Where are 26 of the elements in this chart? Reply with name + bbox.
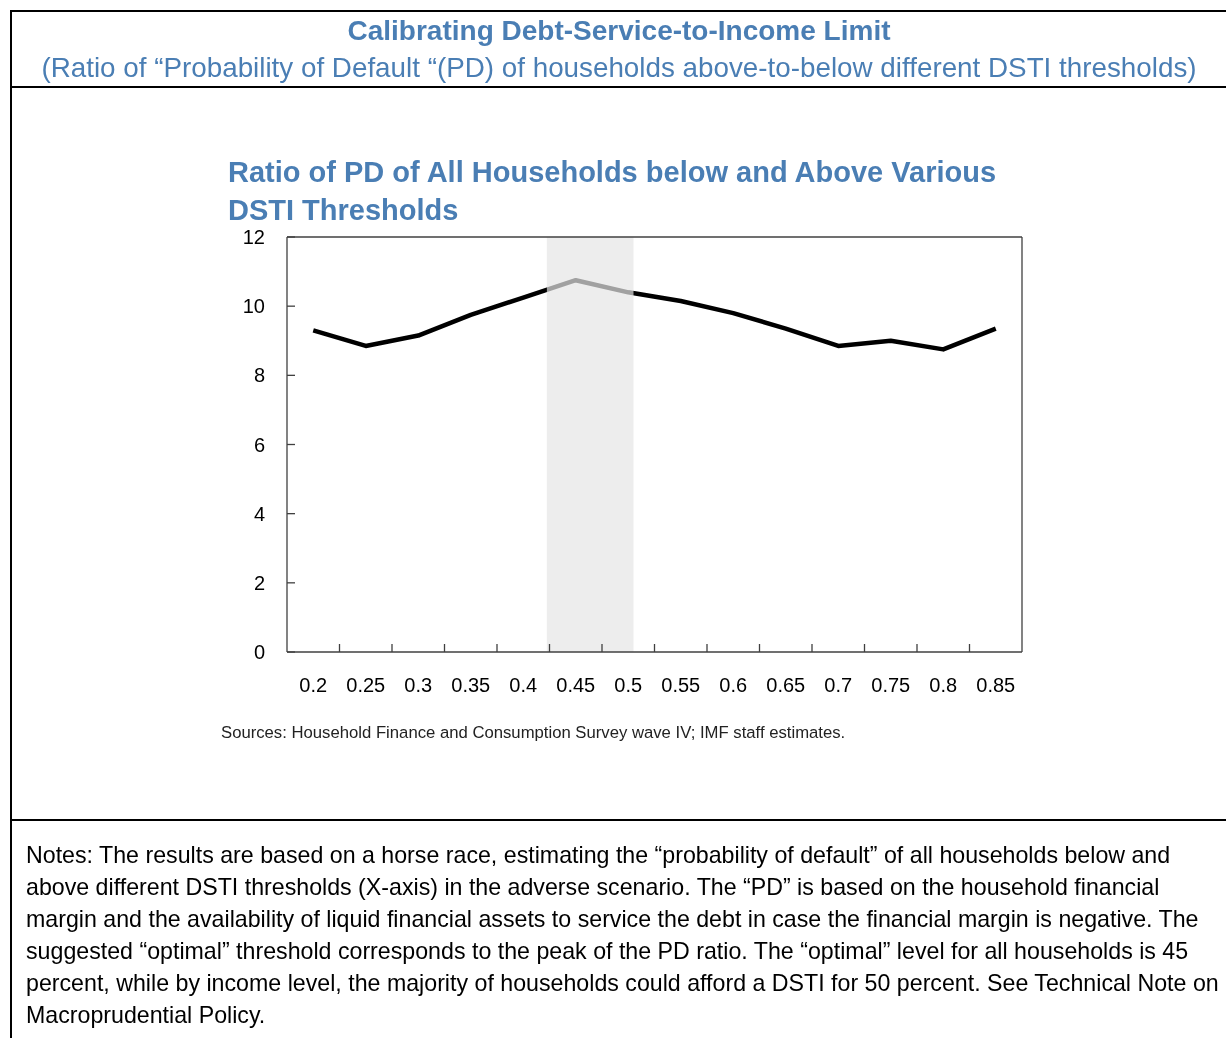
text: Ratio of PD of All Households below and Above Various DSTI Thresholds xyxy=(228,155,998,228)
x-tick-label: 0.5 xyxy=(614,674,643,696)
x-tick-label: 0.85 xyxy=(976,674,1016,696)
x-tick-label: 0.3 xyxy=(404,674,433,696)
x-tick-label: 0.35 xyxy=(451,674,491,696)
x-tick-label: 0.8 xyxy=(929,674,958,696)
x-tick-label: 0.75 xyxy=(871,674,911,696)
y-tick-label: 6 xyxy=(253,433,265,456)
y-tick-label: 2 xyxy=(253,571,265,594)
x-tick-label: 0.45 xyxy=(556,674,596,696)
x-tick-label: 0.7 xyxy=(824,674,853,696)
x-tick-label: 0.55 xyxy=(661,674,701,696)
y-tick-label: 10 xyxy=(242,295,265,318)
y-tick-label: 8 xyxy=(253,364,265,387)
chart-title: Calibrating Debt-Service-to-Income Limit xyxy=(346,15,892,47)
text: Notes: The results are based on a horse race, estimating the “probability of default” of all households below and above different DSTI thresholds (X-axis) in the adverse scenario. The “PD” is based on the household financial margin and the availability of liquid financial assets to service the debt in case the financial margin is negative. The suggested “optimal” threshold corresponds to the peak of the PD ratio. The “optimal” level for all households is 45 percent, while by income level, the majority of households could afford a DSTI for 50 percent. See Technical Note on Macroprudential Policy. xyxy=(26,841,1220,1030)
chart-subtitle: (Ratio of “Probability of Default “(PD) of households above-to-below different DSTI thresholds) xyxy=(40,52,1198,84)
y-tick-label: 12 xyxy=(242,226,265,248)
x-tick-label: 0.65 xyxy=(766,674,806,696)
y-tick-label: 4 xyxy=(253,502,265,525)
x-tick-label: 0.6 xyxy=(719,674,748,696)
x-tick-label: 0.4 xyxy=(509,674,538,696)
x-tick-label: 0.2 xyxy=(299,674,328,696)
x-tick-label: 0.25 xyxy=(346,674,386,696)
y-tick-label: 0 xyxy=(253,641,265,663)
source-note: Sources: Household Finance and Consumption Survey wave IV; IMF staff estimates. xyxy=(221,722,847,744)
